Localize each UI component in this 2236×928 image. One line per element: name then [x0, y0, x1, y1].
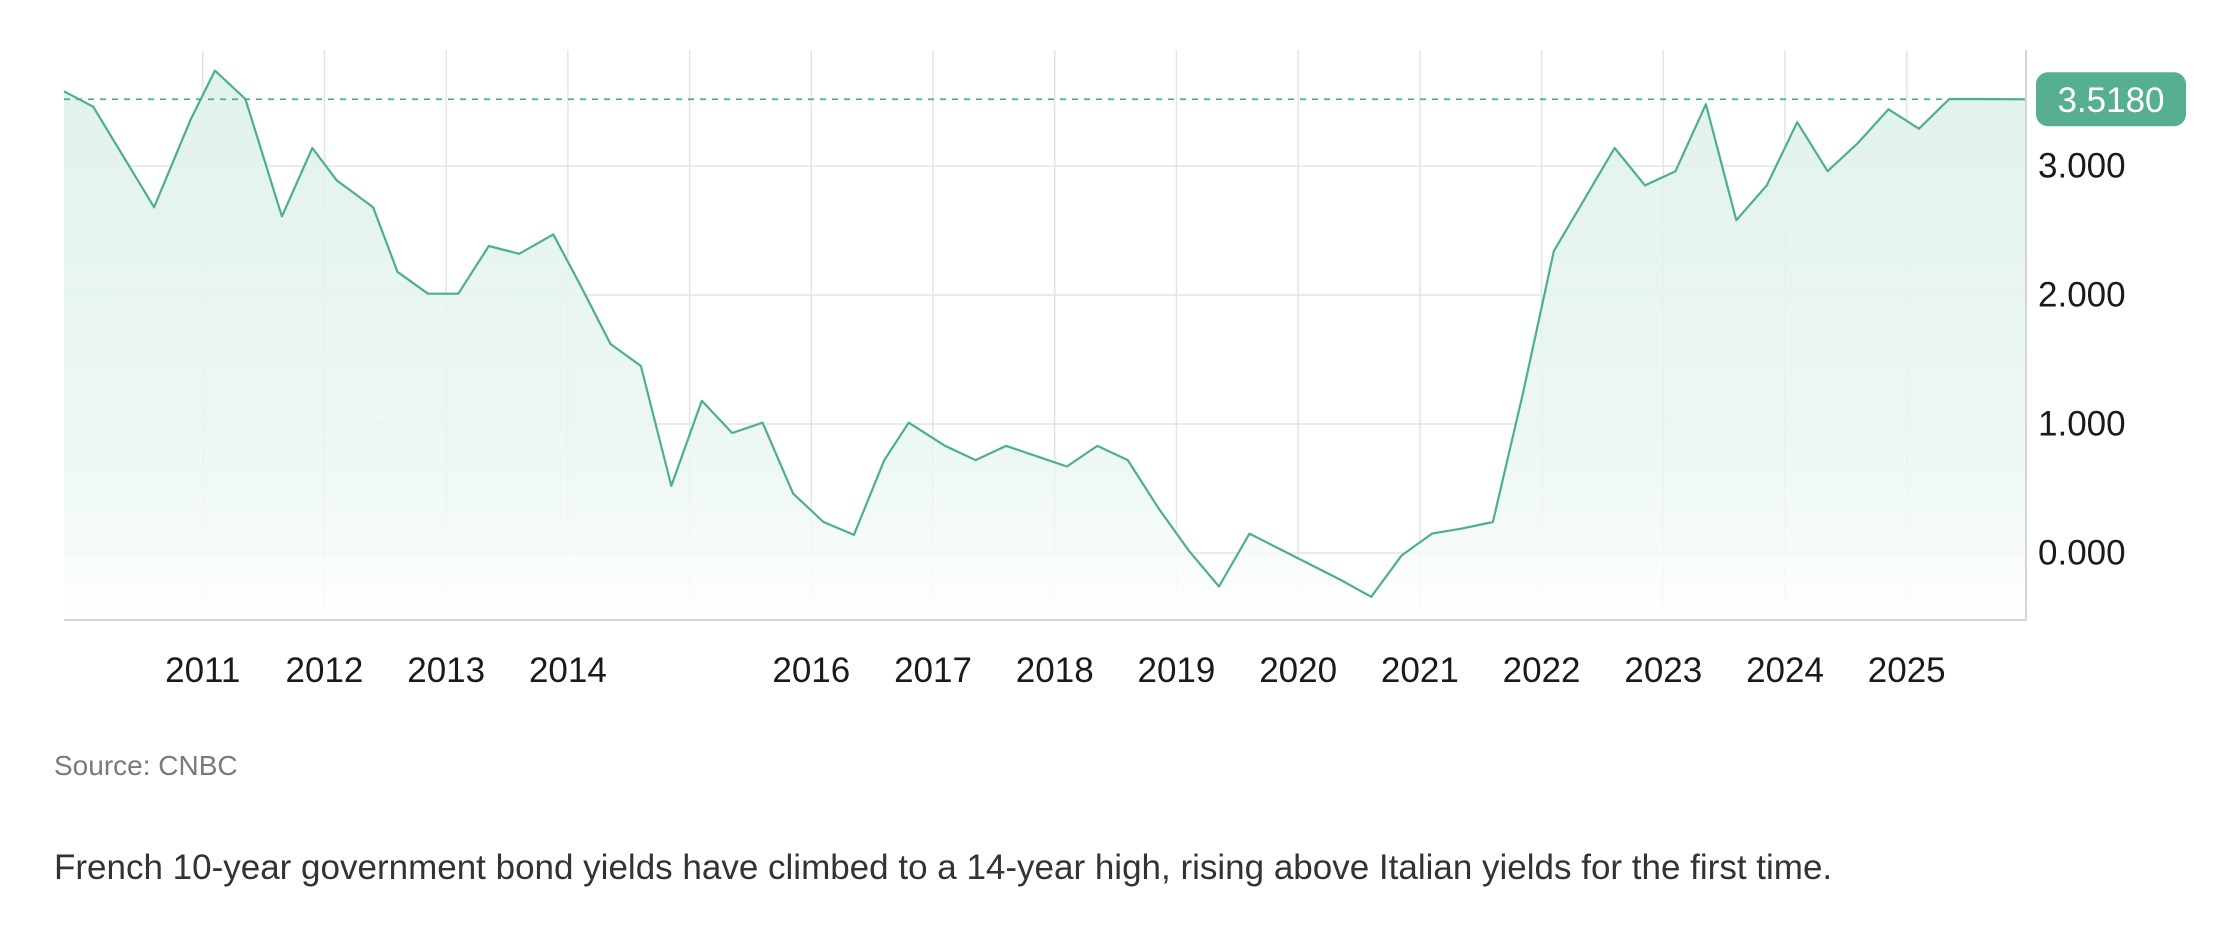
y-tick-labels: 3.000 2.000 1.000 0.000	[2038, 147, 2126, 573]
y-tick-label-1.000: 1.000	[2038, 404, 2126, 443]
x-tick-label-2016: 2016	[772, 651, 850, 690]
x-tick-label-2023: 2023	[1624, 651, 1702, 690]
x-tick-label-2014: 2014	[529, 651, 607, 690]
yield-series-line	[63, 69, 2027, 598]
x-tick-label-2020: 2020	[1259, 651, 1337, 690]
y-tick-label-2.000: 2.000	[2038, 276, 2126, 315]
current-value-label: 3.5180	[2057, 81, 2164, 120]
current-value-badge-bg	[2036, 72, 2186, 127]
x-tick-label-2018: 2018	[1016, 651, 1094, 690]
x-tick-label-2012: 2012	[286, 651, 364, 690]
y-tick-label-3.000: 3.000	[2038, 147, 2126, 186]
x-tick-label-2021: 2021	[1381, 651, 1459, 690]
source-note: Source: CNBC	[54, 750, 238, 781]
chart-caption: French 10-year government bond yields ha…	[54, 848, 1833, 887]
current-value-badge: 3.5180	[2036, 72, 2186, 127]
yield-area-fill	[64, 70, 2026, 621]
x-tick-labels: 2011 2012 2013 2014 2016 2017 2018 2019 2020 2021…	[165, 651, 1946, 690]
x-tick-label-2013: 2013	[407, 651, 485, 690]
bond-yield-chart: 2011 2012 2013 2014 2016 2017 2018 2019 2020 2021…	[63, 50, 2186, 690]
x-tick-label-2024: 2024	[1746, 651, 1824, 690]
x-tick-label-2025: 2025	[1868, 651, 1946, 690]
x-tick-label-2022: 2022	[1503, 651, 1581, 690]
x-tick-label-2019: 2019	[1138, 651, 1216, 690]
x-tick-label-2017: 2017	[894, 651, 972, 690]
x-tick-label-2011: 2011	[165, 651, 240, 690]
y-tick-label-0.000: 0.000	[2038, 533, 2126, 572]
